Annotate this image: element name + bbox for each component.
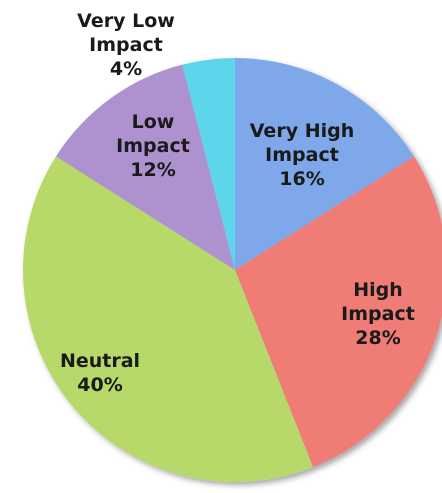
slice-label-line: Very High <box>250 120 354 142</box>
pie-slice-neutral <box>22 156 314 482</box>
slice-label-line: Neutral <box>60 350 140 372</box>
slice-label-line: 4% <box>110 58 142 80</box>
slice-label-low-impact: Low Impact 12% <box>116 111 190 181</box>
pie-labels: Very High Impact 16%High Impact 28%Neutral 40… <box>60 10 415 396</box>
pie-slice-very-low-impact <box>182 58 235 270</box>
slice-label-very-high-impact: Very High Impact 16% <box>250 120 354 190</box>
slice-label-line: Impact <box>89 34 163 56</box>
slice-label-line: Impact <box>116 135 190 157</box>
slice-label-line: 40% <box>77 374 122 396</box>
slice-label-line: Impact <box>265 144 339 166</box>
slice-label-very-low-impact: Very Low Impact 4% <box>77 10 175 80</box>
slice-label-line: Very Low <box>77 10 175 32</box>
slice-label-line: Impact <box>341 303 415 325</box>
pie-slice-high-impact <box>235 156 442 468</box>
slice-label-neutral: Neutral 40% <box>60 350 140 396</box>
pie-slices <box>22 58 442 482</box>
slice-label-high-impact: High Impact 28% <box>341 279 415 349</box>
slice-label-line: Low <box>132 111 175 133</box>
slice-label-line: 12% <box>130 159 175 181</box>
pie-slice-low-impact <box>56 64 236 270</box>
slice-label-line: High <box>353 279 403 301</box>
slice-label-line: 28% <box>355 327 400 349</box>
slice-label-line: 16% <box>279 168 324 190</box>
pie-slice-very-high-impact <box>235 58 414 270</box>
